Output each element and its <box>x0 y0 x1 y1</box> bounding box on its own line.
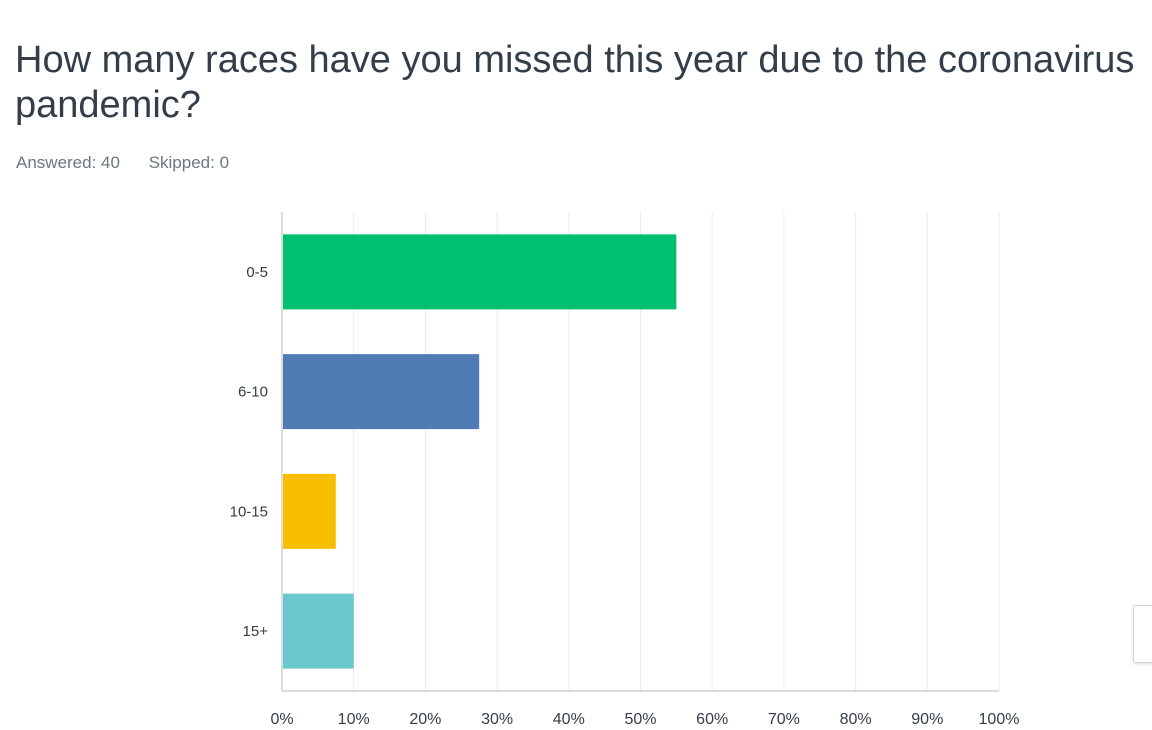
bars <box>283 234 677 669</box>
x-tick-label: 70% <box>768 711 800 728</box>
axis-labels: 0% 10% 20% 30% 40% 50% 60% 70% 80% 90% 100% 0-5 6-10… <box>230 264 1020 728</box>
category-label: 10-15 <box>230 503 268 520</box>
x-tick-label: 100% <box>979 711 1020 728</box>
x-tick-label: 50% <box>624 711 656 728</box>
category-label: 0-5 <box>246 264 268 281</box>
axes <box>281 212 999 692</box>
x-tick-label: 10% <box>338 711 370 728</box>
feedback-tab[interactable] <box>1133 605 1152 663</box>
x-tick-label: 0% <box>270 711 293 728</box>
x-tick-label: 80% <box>840 711 872 728</box>
x-tick-label: 90% <box>911 711 943 728</box>
response-stats: Answered: 40 Skipped: 0 <box>16 153 253 173</box>
answered-count: Answered: 40 <box>16 153 120 172</box>
category-label: 15+ <box>243 623 269 640</box>
bar-6-10[interactable] <box>283 354 480 430</box>
bar-0-5[interactable] <box>283 234 677 310</box>
question-title: How many races have you missed this year… <box>15 39 1135 126</box>
bar-10-15[interactable] <box>283 473 336 549</box>
category-label: 6-10 <box>238 384 268 401</box>
x-tick-label: 60% <box>696 711 728 728</box>
skipped-count: Skipped: 0 <box>148 153 230 172</box>
bar-15+[interactable] <box>283 593 354 669</box>
x-tick-label: 30% <box>481 711 513 728</box>
x-tick-label: 20% <box>409 711 441 728</box>
x-tick-label: 40% <box>553 711 585 728</box>
